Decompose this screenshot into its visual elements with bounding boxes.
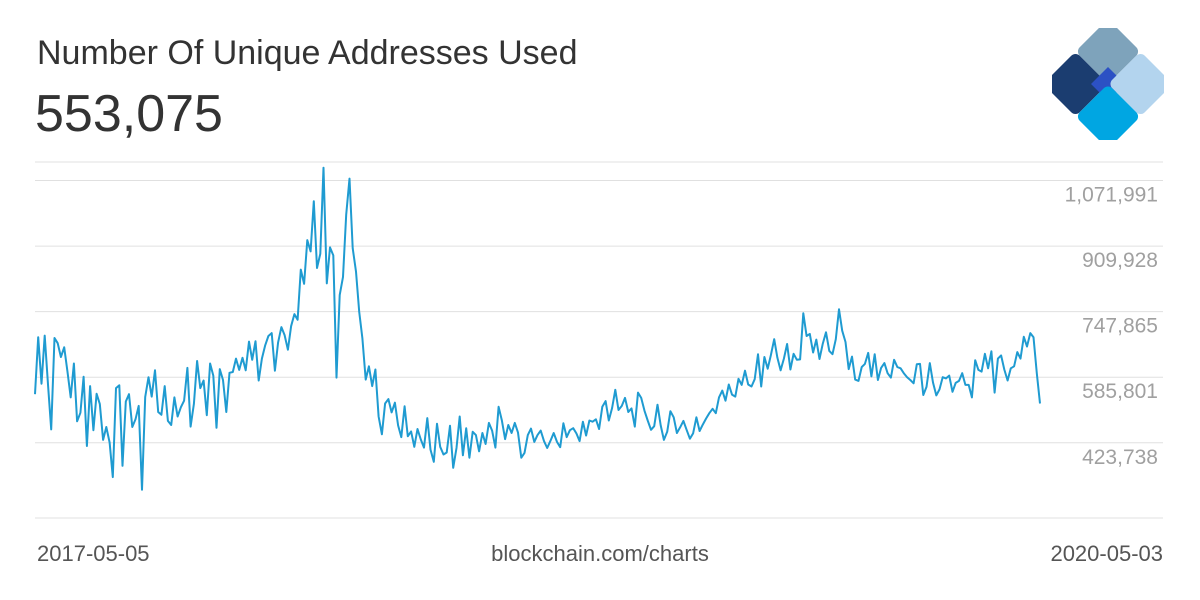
- chart-title: Number Of Unique Addresses Used: [37, 34, 578, 72]
- y-tick-label: 909,928: [1082, 249, 1158, 272]
- start-date-label: 2017-05-05: [37, 541, 150, 566]
- source-label: blockchain.com/charts: [491, 541, 709, 566]
- logo-tile-left: [1052, 53, 1106, 115]
- y-tick-label: 747,865: [1082, 315, 1158, 338]
- end-date-label: 2020-05-03: [1050, 541, 1163, 566]
- series-line: [34, 166, 1041, 491]
- y-tick-label: 1,071,991: [1065, 184, 1158, 207]
- logo-tile-right: [1110, 53, 1164, 115]
- current-value: 553,075: [35, 85, 223, 143]
- logo-tile-top: [1077, 28, 1139, 82]
- blockchain-logo-icon: [1052, 28, 1164, 140]
- logo-tile-bottom: [1077, 86, 1139, 140]
- y-tick-label: 423,738: [1082, 446, 1158, 469]
- y-tick-label: 585,801: [1082, 380, 1158, 403]
